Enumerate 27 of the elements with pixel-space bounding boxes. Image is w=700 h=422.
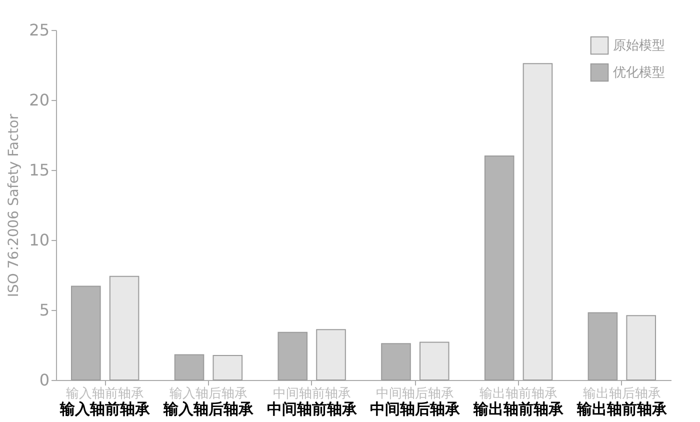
bar [316, 329, 346, 380]
x-tick-label: 输入轴前轴承 [66, 386, 144, 402]
text: 输出轴前轴承 [472, 400, 565, 418]
y-tick-label: 5 [39, 300, 50, 320]
y-tick-label: 15 [29, 160, 50, 180]
y-tick-label: 10 [29, 230, 50, 250]
x-tick-label: 中间轴后轴承 [376, 386, 454, 402]
y-tick-label: 25 [29, 20, 50, 40]
legend-label: 原始模型 [613, 38, 665, 54]
text: 输入轴前轴承 [59, 400, 152, 418]
text: 中间轴后轴承 [370, 400, 462, 418]
text: 中间轴前轴承 [266, 400, 358, 418]
bar [212, 355, 243, 380]
legend-label: 优化模型 [613, 66, 665, 80]
bar [419, 342, 450, 380]
bar [522, 63, 553, 380]
x-tick-label: 输出轴后轴承 [582, 386, 661, 402]
y-tick-label: 0 [39, 370, 50, 390]
x-tick-label: 输出轴前轴承 [480, 386, 558, 402]
x-tick-label: 中间轴前轴承 [272, 386, 351, 402]
y-tick-label: 20 [29, 90, 50, 110]
bar [109, 276, 140, 380]
bar [626, 315, 656, 380]
text: 输入轴后轴承 [162, 400, 254, 418]
y-axis-title: ISO 76:2006 Safety Factor [6, 114, 22, 298]
x-tick-label: 输入轴后轴承 [169, 386, 248, 402]
text: 输出轴前轴承 [576, 400, 668, 418]
